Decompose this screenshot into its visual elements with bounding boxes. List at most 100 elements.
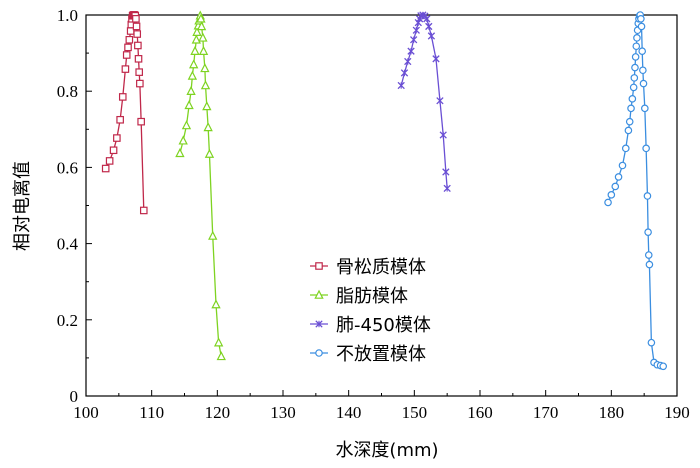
legend-label: 肺-450模体 <box>336 315 431 336</box>
data-point <box>113 134 121 142</box>
data-point <box>137 117 145 126</box>
data-point <box>203 122 213 132</box>
data-point <box>641 104 649 113</box>
data-point <box>134 55 143 63</box>
data-point <box>644 228 652 236</box>
data-point <box>637 22 646 31</box>
data-point <box>118 93 127 101</box>
data-point <box>624 126 633 135</box>
data-point <box>208 230 218 240</box>
data-point <box>628 95 637 103</box>
data-point <box>125 35 134 44</box>
data-point <box>105 157 114 165</box>
data-point <box>315 349 323 357</box>
y-tick-label-0: 0 <box>70 387 79 406</box>
legend-label: 脂肪模体 <box>336 286 408 307</box>
data-point <box>618 161 627 170</box>
data-point <box>639 66 647 75</box>
data-point <box>631 53 640 61</box>
data-point <box>181 120 192 130</box>
x-tick-label-180: 180 <box>599 403 625 422</box>
data-point <box>425 22 433 31</box>
data-point <box>439 131 447 139</box>
data-point <box>630 74 639 82</box>
axes: 100 110 120 130 140 150 160 170 180 190 0 0.2 0.4 0.6… <box>57 6 690 422</box>
data-point <box>187 70 198 80</box>
data-point <box>645 260 654 269</box>
data-point <box>443 184 451 193</box>
data-point <box>633 34 641 42</box>
data-point <box>436 97 444 105</box>
data-point <box>644 251 653 259</box>
data-point <box>116 115 124 124</box>
data-point <box>647 338 656 347</box>
data-point <box>132 22 141 31</box>
data-point <box>632 42 641 51</box>
data-point <box>314 289 324 299</box>
data-point <box>315 262 323 270</box>
data-point <box>122 51 131 59</box>
data-point <box>186 85 196 96</box>
data-point <box>404 57 412 66</box>
data-point <box>191 34 202 44</box>
data-point <box>196 13 206 23</box>
data-point <box>423 15 431 23</box>
data-point <box>198 45 209 55</box>
x-tick-label-100: 100 <box>73 403 99 422</box>
data-point <box>202 101 212 111</box>
series-4 <box>604 11 668 371</box>
data-point <box>124 43 132 52</box>
y-tick-label-1.0: 1.0 <box>57 6 78 25</box>
x-tick-label-170: 170 <box>533 403 559 422</box>
legend-label: 不放置模体 <box>336 344 426 365</box>
series-3 <box>397 11 451 193</box>
data-point <box>175 147 185 158</box>
y-tick-label-0.2: 0.2 <box>57 311 78 330</box>
data-point <box>204 148 215 158</box>
legend-label: 骨松质模体 <box>336 257 426 278</box>
data-point <box>625 117 634 126</box>
legend-item-3: 肺-450模体 <box>310 315 431 336</box>
data-point <box>642 144 650 153</box>
data-point <box>659 362 668 371</box>
data-point <box>178 135 188 145</box>
data-point <box>427 32 436 40</box>
data-point <box>442 168 450 176</box>
data-point <box>637 15 645 23</box>
data-point <box>213 337 224 347</box>
data-point <box>135 68 143 76</box>
data-point <box>132 15 140 23</box>
x-tick-label-110: 110 <box>139 403 164 422</box>
data-point <box>631 63 639 72</box>
data-point <box>400 69 409 77</box>
data-point <box>121 65 130 73</box>
x-tick-label-150: 150 <box>402 403 428 422</box>
data-point <box>315 320 323 328</box>
data-point <box>639 79 648 88</box>
data-point <box>189 59 199 69</box>
data-point <box>432 55 440 63</box>
data-point <box>136 79 144 88</box>
data-point <box>627 104 635 113</box>
data-point <box>133 30 142 38</box>
x-tick-label-130: 130 <box>270 403 296 422</box>
x-tick-label-190: 190 <box>664 403 690 422</box>
data-point <box>621 144 630 153</box>
y-axis-title: 相对电离值 <box>12 161 33 251</box>
x-tick-label-120: 120 <box>205 403 231 422</box>
data-point <box>216 351 226 361</box>
data-point <box>412 26 420 34</box>
series-1 <box>101 11 148 215</box>
data-point <box>139 206 148 215</box>
data-point <box>101 164 110 173</box>
data-point <box>604 198 612 207</box>
data-point <box>629 83 638 92</box>
data-point <box>397 81 405 90</box>
data-point <box>200 63 210 73</box>
data-point <box>211 299 221 309</box>
y-tick-label-0.4: 0.4 <box>57 235 79 254</box>
data-point <box>109 146 118 155</box>
data-point <box>614 173 623 181</box>
